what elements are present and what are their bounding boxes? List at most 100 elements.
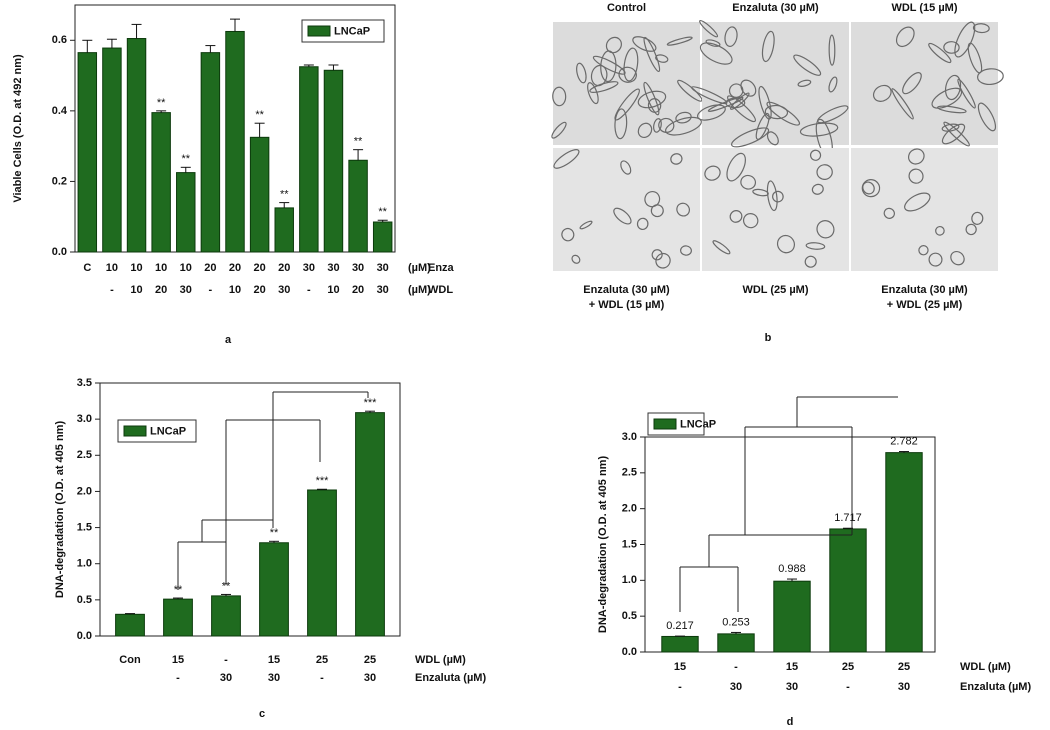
y-tick-label: 0.0 [622, 646, 637, 658]
legend-swatch [307, 25, 331, 37]
cell [637, 122, 653, 139]
row-unit: (µM) [408, 284, 431, 296]
cell [943, 121, 970, 147]
value-label: 0.217 [666, 620, 694, 632]
bar [163, 598, 193, 637]
cell [705, 39, 721, 47]
x-tick-label: 30 [220, 672, 232, 684]
x-tick-label: 30 [377, 284, 389, 296]
cell [727, 95, 757, 123]
significance: ** [270, 527, 279, 539]
value-label: 1.717 [834, 512, 862, 524]
row-label: WDL (µM) [960, 661, 1011, 673]
panel-label: d [787, 716, 794, 728]
cell [971, 211, 984, 225]
cell [707, 96, 744, 112]
x-tick-label: Con [119, 654, 141, 666]
x-tick-label: - [846, 681, 850, 693]
cell [816, 164, 833, 180]
value-label: 2.782 [890, 435, 918, 447]
cell [907, 148, 925, 165]
cell [799, 122, 839, 137]
x-tick-label: 30 [377, 262, 389, 274]
caption: + WDL (25 µM) [887, 299, 963, 311]
y-tick-label: 2.5 [77, 449, 92, 461]
x-tick-label: 30 [364, 672, 376, 684]
cell [724, 26, 738, 47]
micrograph [851, 148, 998, 271]
cell [957, 78, 976, 109]
cell [729, 210, 743, 223]
y-tick-label: 2.0 [77, 485, 92, 497]
cell [742, 213, 759, 229]
x-tick-label: 25 [898, 661, 910, 673]
panel-label: a [225, 334, 232, 346]
x-tick-label: 25 [842, 661, 854, 673]
cell [965, 223, 977, 236]
cell [928, 42, 952, 64]
cell [655, 54, 669, 63]
caption: Enzaluta (30 µM) [732, 2, 819, 14]
cell [817, 105, 849, 124]
cell [793, 54, 822, 76]
cell [972, 23, 990, 34]
x-tick-label: 30 [303, 262, 315, 274]
cell [862, 181, 875, 195]
cell [658, 117, 675, 133]
x-tick-label: 10 [130, 262, 142, 274]
x-tick-label: - [734, 661, 738, 673]
cell [928, 252, 943, 267]
y-tick-label: 1.5 [622, 538, 637, 550]
cell [730, 92, 750, 110]
x-tick-label: 30 [730, 681, 742, 693]
significance: *** [316, 475, 330, 487]
cell [918, 245, 929, 256]
cell [904, 192, 931, 212]
bar [176, 172, 196, 253]
y-axis-title: DNA-degradation (O.D. at 405 nm) [597, 456, 609, 634]
cell [699, 42, 733, 65]
cell [943, 41, 960, 54]
cell [941, 123, 966, 145]
bar [200, 52, 221, 253]
caption: Control [607, 2, 646, 14]
cell [670, 153, 683, 165]
x-tick-label: 10 [180, 262, 192, 274]
cell [643, 36, 661, 73]
x-tick-label: 20 [155, 284, 167, 296]
y-tick-label: 3.5 [77, 377, 92, 389]
cell [935, 225, 945, 236]
y-tick-label: 1.5 [77, 521, 92, 533]
x-tick-label: 15 [786, 661, 798, 673]
x-tick-label: 15 [674, 661, 686, 673]
cell [891, 88, 914, 120]
legend-label: LNCaP [334, 25, 370, 37]
cell [618, 66, 637, 83]
cell [650, 204, 664, 218]
cell [655, 252, 671, 269]
cell [941, 123, 960, 132]
cell [576, 62, 587, 84]
cell [691, 86, 728, 105]
cell [651, 249, 663, 261]
bar [151, 112, 171, 253]
cell [776, 234, 795, 254]
cell [620, 160, 632, 175]
x-tick-label: 30 [352, 262, 364, 274]
cell [950, 250, 965, 266]
x-tick-label: 10 [155, 262, 167, 274]
caption: WDL (25 µM) [742, 284, 808, 296]
cell [680, 245, 692, 256]
x-tick-label: 30 [278, 284, 290, 296]
significance: ** [280, 189, 289, 201]
cell [613, 207, 632, 225]
bar [211, 595, 241, 637]
significance: *** [364, 397, 378, 409]
cell [551, 121, 567, 139]
cell [666, 36, 693, 46]
y-axis-title: DNA-degradation (O.D. at 405 nm) [54, 421, 66, 599]
cell [704, 165, 721, 181]
row-label: WDL [428, 284, 453, 296]
cell [908, 168, 924, 184]
cell [712, 240, 731, 255]
